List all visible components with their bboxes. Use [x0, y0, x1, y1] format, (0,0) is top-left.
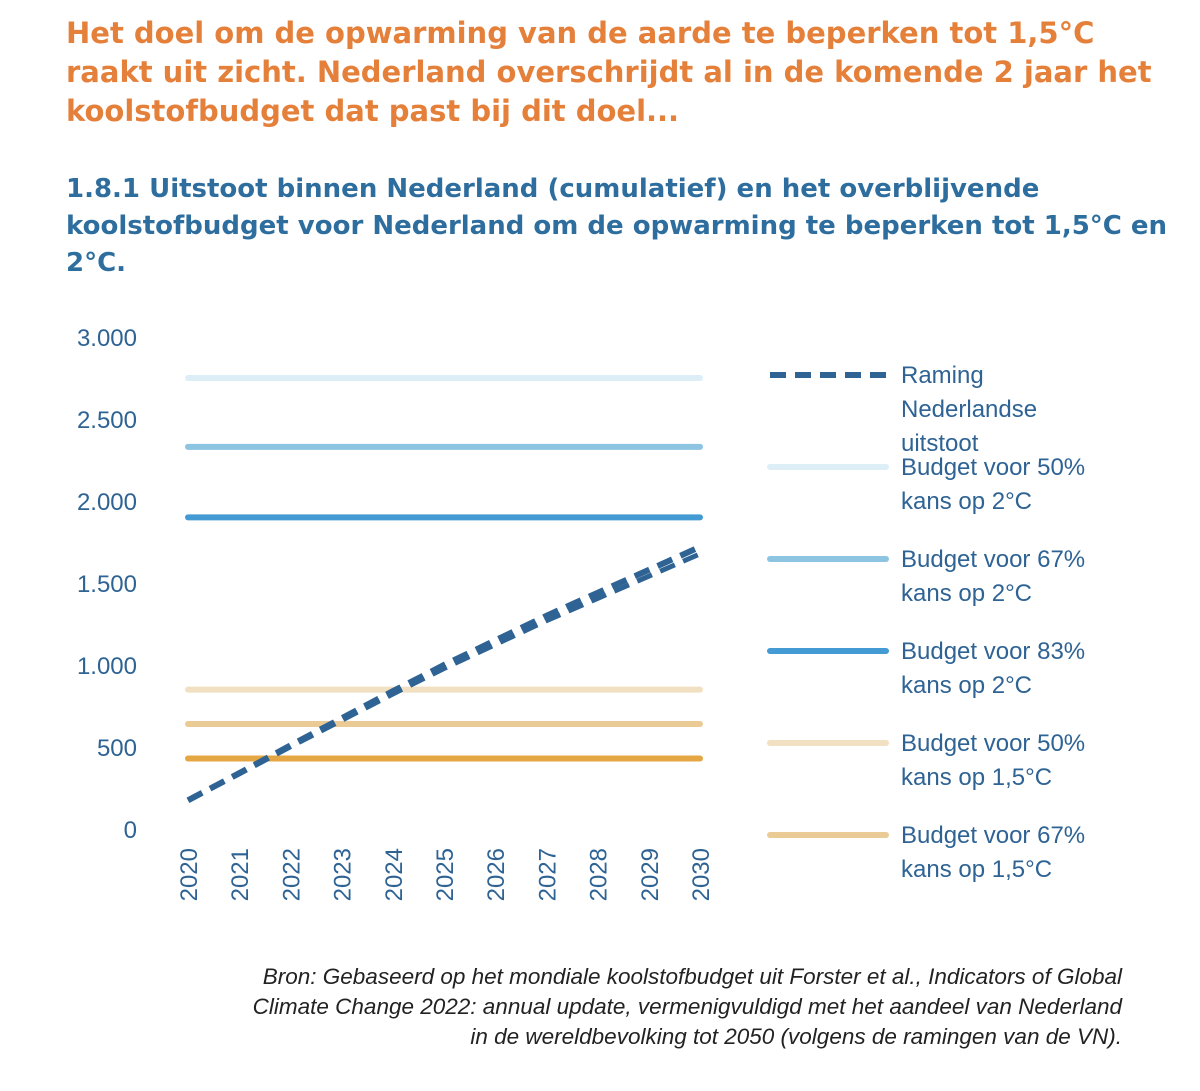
y-tick-label: 2.000 [77, 489, 137, 516]
chart-title: 1.8.1 Uitstoot binnen Nederland (cumulat… [66, 174, 1168, 278]
x-tick-label: 2026 [483, 848, 510, 901]
legend-item: Budget voor 83% kans op 2°C [767, 638, 1085, 699]
y-tick-label: 1.000 [77, 653, 137, 680]
y-tick-label: 0 [124, 817, 137, 844]
legend-label: kans op 2°C [901, 672, 1032, 699]
x-tick-label: 2023 [330, 848, 357, 901]
legend-item: Budget voor 67% kans op 2°C [767, 546, 1085, 607]
legend-label: Budget voor 67% [901, 822, 1085, 849]
series-line-projection-band [186, 551, 701, 803]
legend-label: kans op 2°C [901, 580, 1032, 607]
y-tick-label: 2.500 [77, 407, 137, 434]
series-line-projection [186, 544, 702, 803]
x-tick-label: 2025 [432, 848, 459, 901]
source-line: Climate Change 2022: annual update, verm… [252, 994, 1122, 1019]
x-tick-label: 2029 [637, 848, 664, 901]
legend-item: Budget voor 50% kans op 2°C [767, 454, 1085, 515]
source-line: Bron: Gebaseerd op het mondiale koolstof… [262, 964, 1122, 989]
x-tick-label: 2028 [586, 848, 613, 901]
legend-label: Budget voor 83% [901, 638, 1085, 665]
x-tick-label: 2022 [278, 848, 305, 901]
source-line: in de wereldbevolking tot 2050 (volgens … [470, 1024, 1122, 1049]
legend-label: Budget voor 50% [901, 730, 1085, 757]
legend-label: kans op 1,5°C [901, 764, 1052, 791]
legend-label: Nederlandse [901, 396, 1037, 423]
x-tick-label: 2027 [534, 848, 561, 901]
y-tick-label: 500 [97, 735, 137, 762]
source-note: Bron: Gebaseerd op het mondiale koolstof… [42, 962, 1122, 1052]
legend-item: Budget voor 67% kans op 1,5°C [767, 822, 1085, 883]
x-axis: 2020 2021 2022 2023 2024 2025 2026 2027 2028 2029… [176, 848, 715, 901]
y-axis: 0 500 1.000 1.500 2.000 2.500 3.000 [77, 325, 137, 844]
legend-label: uitstoot [901, 430, 979, 457]
x-tick-label: 2024 [381, 848, 408, 901]
legend-label: Budget voor 50% [901, 454, 1085, 481]
y-tick-label: 1.500 [77, 571, 137, 598]
legend-label: kans op 1,5°C [901, 856, 1052, 883]
x-tick-label: 2030 [688, 848, 715, 901]
x-tick-label: 2021 [227, 848, 254, 901]
legend-item: Budget voor 50% kans op 1,5°C [767, 730, 1085, 791]
series-lines [185, 375, 703, 803]
x-tick-label: 2020 [176, 848, 203, 901]
legend-item: Raming Nederlandse uitstoot [770, 362, 1037, 457]
y-tick-label: 3.000 [77, 325, 137, 352]
legend-label: Raming [901, 362, 984, 389]
legend-label: kans op 2°C [901, 488, 1032, 515]
headline: Het doel om de opwarming van de aarde te… [66, 16, 1152, 128]
legend-label: Budget voor 67% [901, 546, 1085, 573]
